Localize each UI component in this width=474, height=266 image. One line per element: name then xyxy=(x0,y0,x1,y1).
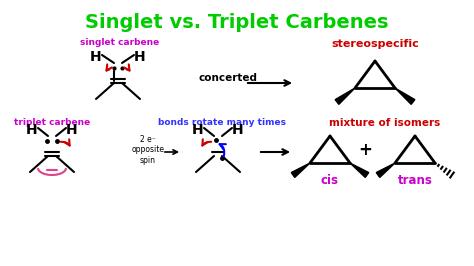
Text: Singlet vs. Triplet Carbenes: Singlet vs. Triplet Carbenes xyxy=(85,13,389,32)
Polygon shape xyxy=(291,163,310,177)
Text: bonds rotate many times: bonds rotate many times xyxy=(158,118,286,127)
Text: H: H xyxy=(90,50,102,64)
Text: H: H xyxy=(192,123,204,137)
Text: H: H xyxy=(134,50,146,64)
Text: cis: cis xyxy=(321,173,339,186)
Text: +: + xyxy=(358,141,372,159)
Polygon shape xyxy=(376,163,395,177)
Polygon shape xyxy=(350,163,369,177)
Text: triplet carbene: triplet carbene xyxy=(14,118,90,127)
Polygon shape xyxy=(335,88,355,104)
Text: H: H xyxy=(26,123,38,137)
Text: mixture of isomers: mixture of isomers xyxy=(329,118,441,128)
Polygon shape xyxy=(395,88,415,104)
Text: H: H xyxy=(66,123,78,137)
Text: stereospecific: stereospecific xyxy=(331,39,419,49)
Text: H: H xyxy=(232,123,244,137)
Text: 2 e⁻
opposite
spin: 2 e⁻ opposite spin xyxy=(131,135,164,165)
Text: concerted: concerted xyxy=(199,73,257,83)
Text: trans: trans xyxy=(398,173,432,186)
Text: singlet carbene: singlet carbene xyxy=(81,38,160,47)
